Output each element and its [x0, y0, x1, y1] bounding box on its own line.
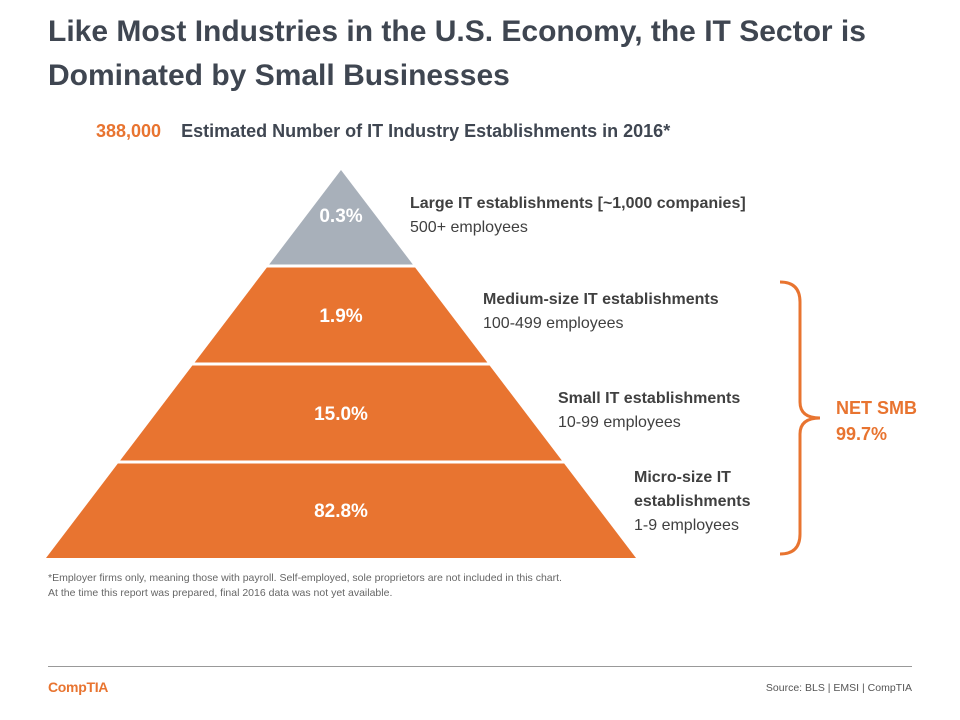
pyramid-tiers: 0.3% 1.9% 15.0% 82.8% — [46, 170, 636, 558]
comptia-logo: CompTIA — [48, 679, 109, 695]
tier-name-large: Large IT establishments [~1,000 companie… — [410, 195, 746, 212]
tier-percent-small: 15.0% — [314, 404, 368, 425]
tier-label-large: Large IT establishments [~1,000 companie… — [410, 192, 746, 240]
source-note: Source: BLS | EMSI | CompTIA — [765, 682, 912, 694]
tier-label-small: Small IT establishments 10-99 employees — [558, 387, 740, 435]
tier-percent-micro: 82.8% — [314, 501, 368, 522]
tier-label-medium: Medium-size IT establishments 100-499 em… — [483, 288, 719, 336]
footnote-line-2: At the time this report was prepared, fi… — [48, 587, 393, 599]
subtitle-text: Estimated Number of IT Industry Establis… — [181, 121, 671, 141]
total-establishments-value: 388,000 — [96, 121, 162, 141]
tier-percent-medium: 1.9% — [319, 306, 362, 327]
net-smb-label: NET SMB 99.7% — [836, 395, 917, 447]
tier-range-medium: 100-499 employees — [483, 315, 624, 332]
net-smb-value: 99.7% — [836, 424, 888, 444]
subtitle: 388,000 Estimated Number of IT Industry E… — [96, 121, 670, 142]
tier-name-micro: Micro-size IT establishments — [634, 469, 751, 510]
tier-label-micro: Micro-size IT establishments 1-9 employe… — [634, 466, 774, 538]
footnote-line-1: *Employer firms only, meaning those with… — [48, 572, 562, 584]
tier-range-micro: 1-9 employees — [634, 517, 739, 534]
footer-divider — [48, 666, 912, 667]
tier-name-medium: Medium-size IT establishments — [483, 291, 719, 308]
page-title: Like Most Industries in the U.S. Economy… — [48, 15, 866, 92]
pyramid-tier-medium — [194, 267, 488, 363]
tier-name-small: Small IT establishments — [558, 390, 741, 407]
footnote: *Employer firms only, meaning those with… — [48, 571, 562, 601]
tier-range-small: 10-99 employees — [558, 414, 681, 431]
pyramid-tier-micro — [46, 463, 636, 558]
tier-range-large: 500+ employees — [410, 219, 528, 236]
pyramid-tier-small — [120, 365, 562, 461]
net-smb-title: NET SMB — [836, 398, 917, 418]
tier-percent-large: 0.3% — [319, 206, 362, 227]
pyramid-tier-large — [269, 170, 413, 265]
net-smb-bracket — [779, 280, 821, 556]
